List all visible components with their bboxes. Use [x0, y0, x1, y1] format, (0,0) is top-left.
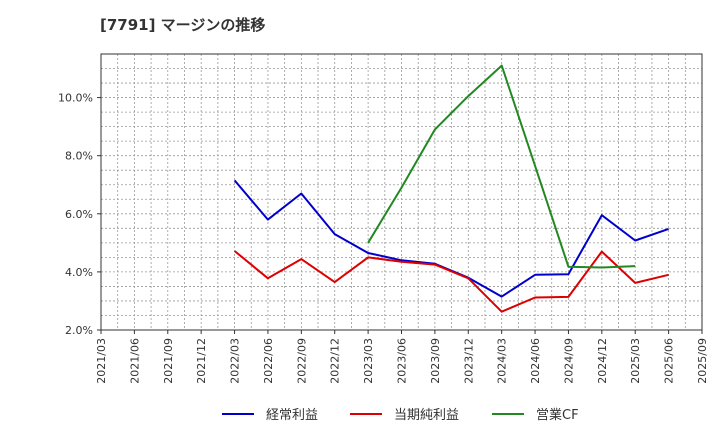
y-tick-label: 2.0% — [65, 324, 93, 337]
x-tick-label: 2021/09 — [162, 338, 175, 384]
x-tick-label: 2023/06 — [396, 338, 409, 384]
y-tick-label: 10.0% — [58, 92, 93, 105]
horizontal-gridlines — [101, 68, 702, 316]
vertical-gridlines — [117, 54, 686, 330]
legend-item-2: 営業CF — [492, 404, 579, 423]
chart-title: [7791] マージンの推移 — [100, 16, 266, 34]
x-tick-label: 2024/09 — [562, 338, 575, 384]
x-tick-label: 2025/06 — [663, 338, 676, 384]
y-tick-label: 4.0% — [65, 266, 93, 279]
x-tick-label: 2021/06 — [128, 338, 141, 384]
y-axis-ticks: 2.0% 4.0% 6.0% 8.0% 10.0% — [58, 92, 101, 337]
y-tick-label: 6.0% — [65, 208, 93, 221]
x-tick-label: 2023/09 — [429, 338, 442, 384]
x-tick-label: 2025/03 — [629, 338, 642, 384]
legend-swatch-1 — [350, 412, 382, 415]
x-tick-label: 2021/03 — [95, 338, 108, 384]
legend-item-0: 経常利益 — [222, 404, 318, 423]
series-line-2 — [367, 64, 636, 269]
legend-label-1: 当期純利益 — [394, 408, 460, 423]
x-tick-label: 2021/12 — [195, 338, 208, 384]
x-tick-label: 2025/09 — [696, 338, 709, 384]
x-tick-label: 2022/06 — [262, 338, 275, 384]
legend-swatch-2 — [492, 412, 524, 415]
x-tick-label: 2023/03 — [362, 338, 375, 384]
x-tick-label: 2022/03 — [229, 338, 242, 384]
x-tick-label: 2022/12 — [329, 338, 342, 384]
x-axis-ticks: 2021/03 2021/06 2021/09 2021/12 2022/03 2022/… — [95, 330, 709, 384]
x-tick-label: 2023/12 — [462, 338, 475, 384]
x-tick-label: 2024/12 — [596, 338, 609, 384]
series-line-1 — [233, 250, 669, 313]
legend-item-1: 当期純利益 — [350, 404, 459, 423]
x-tick-label: 2024/06 — [529, 338, 542, 384]
legend-label-2: 営業CF — [536, 408, 579, 423]
y-tick-label: 8.0% — [65, 150, 93, 163]
legend-swatch-0 — [222, 412, 254, 415]
series-lines — [233, 64, 669, 313]
legend-label-0: 経常利益 — [266, 408, 319, 423]
x-tick-label: 2022/09 — [295, 338, 308, 384]
x-tick-label: 2024/03 — [496, 338, 509, 384]
